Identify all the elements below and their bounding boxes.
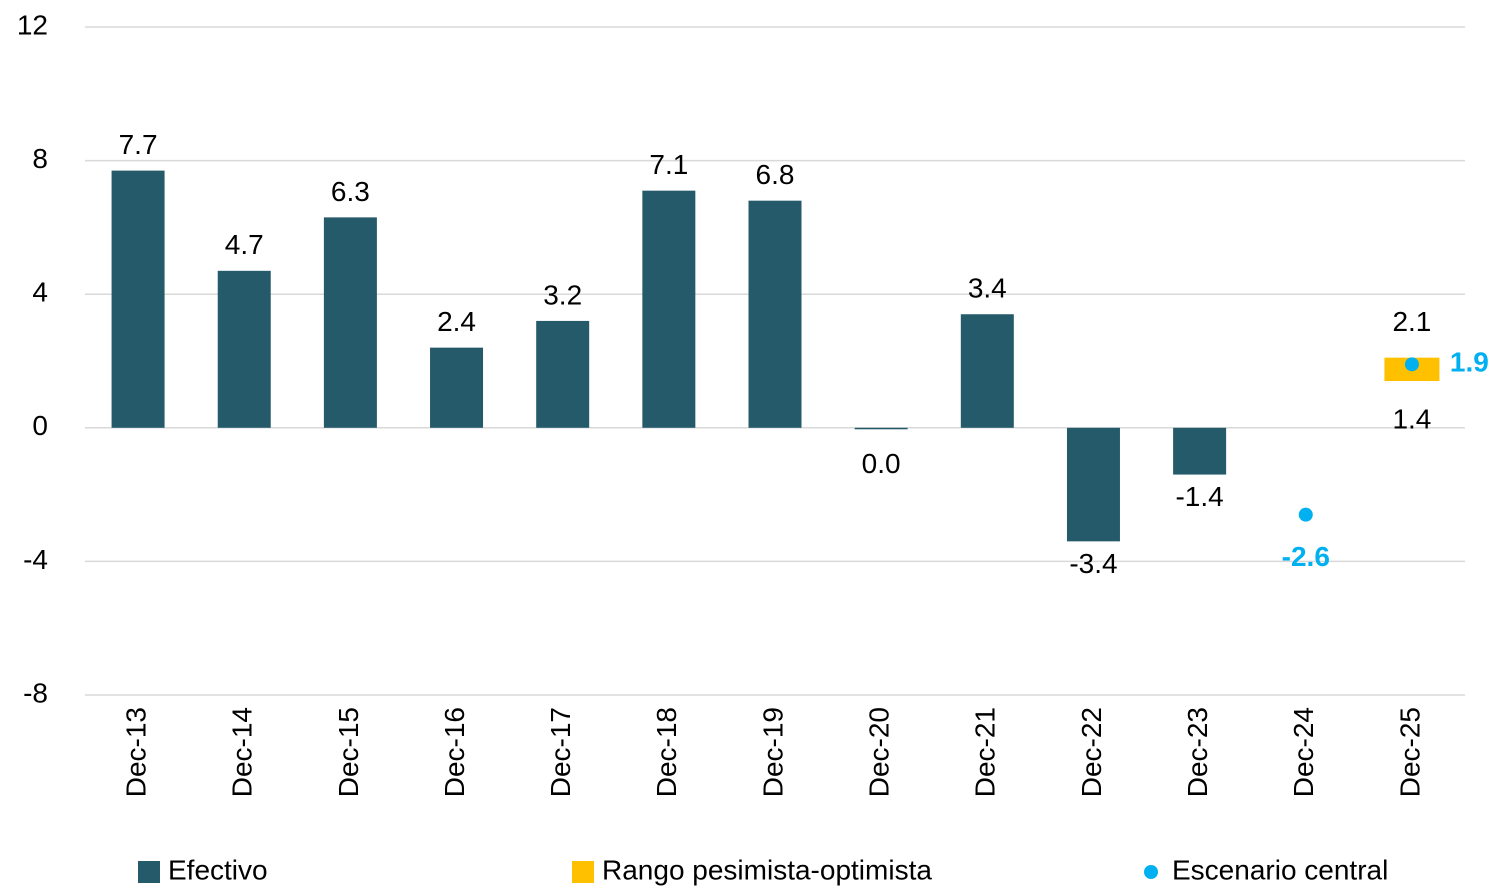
y-tick-label: 12 xyxy=(17,9,48,40)
range-high-label: 2.1 xyxy=(1392,306,1431,337)
bar xyxy=(1066,427,1120,542)
x-tick-label: Dec-25 xyxy=(1394,707,1425,797)
y-tick-label: 0 xyxy=(32,410,48,441)
y-tick-label: -8 xyxy=(23,677,48,708)
data-label: 7.7 xyxy=(119,129,158,160)
data-label: -1.4 xyxy=(1175,481,1223,512)
data-label: 0.0 xyxy=(862,448,901,479)
point xyxy=(1404,357,1419,372)
legend-marker xyxy=(138,861,160,883)
y-tick-label: 4 xyxy=(32,277,48,308)
bar xyxy=(536,320,590,428)
point-label: -2.6 xyxy=(1282,541,1330,572)
bar xyxy=(430,347,484,428)
y-tick-label: 8 xyxy=(32,143,48,174)
x-tick-label: Dec-13 xyxy=(120,707,151,797)
legend-label: Efectivo xyxy=(168,854,268,885)
bar xyxy=(642,190,696,428)
y-tick-label: -4 xyxy=(23,544,48,575)
range-low-label: 1.4 xyxy=(1392,403,1431,434)
x-tick-label: Dec-20 xyxy=(864,707,895,797)
x-tick-label: Dec-17 xyxy=(545,707,576,797)
data-label: 3.2 xyxy=(543,279,582,310)
point xyxy=(1298,507,1313,522)
x-tick-label: Dec-24 xyxy=(1288,707,1319,797)
legend-marker xyxy=(1144,865,1158,879)
data-label: 7.1 xyxy=(649,149,688,180)
data-label: 6.3 xyxy=(331,176,370,207)
bar xyxy=(1173,427,1227,475)
bar xyxy=(323,217,377,428)
x-tick-label: Dec-21 xyxy=(970,707,1001,797)
x-tick-label: Dec-15 xyxy=(333,707,364,797)
x-tick-label: Dec-19 xyxy=(757,707,788,797)
data-label: 6.8 xyxy=(756,159,795,190)
bar xyxy=(111,170,165,428)
bar xyxy=(748,200,802,428)
data-label: -3.4 xyxy=(1069,548,1117,579)
x-tick-label: Dec-23 xyxy=(1182,707,1213,797)
legend-label: Rango pesimista-optimista xyxy=(602,854,932,885)
data-label: 3.4 xyxy=(968,273,1007,304)
x-tick-label: Dec-22 xyxy=(1076,707,1107,797)
legend-label: Escenario central xyxy=(1172,854,1388,885)
x-tick-label: Dec-14 xyxy=(227,707,258,797)
data-label: 2.4 xyxy=(437,306,476,337)
legend-marker xyxy=(572,861,594,883)
bar xyxy=(854,427,908,430)
data-label: 4.7 xyxy=(225,229,264,260)
x-tick-label: Dec-18 xyxy=(651,707,682,797)
x-tick-label: Dec-16 xyxy=(439,707,470,797)
bar xyxy=(960,314,1014,428)
bar xyxy=(217,270,271,428)
point-label: 1.9 xyxy=(1450,347,1489,378)
